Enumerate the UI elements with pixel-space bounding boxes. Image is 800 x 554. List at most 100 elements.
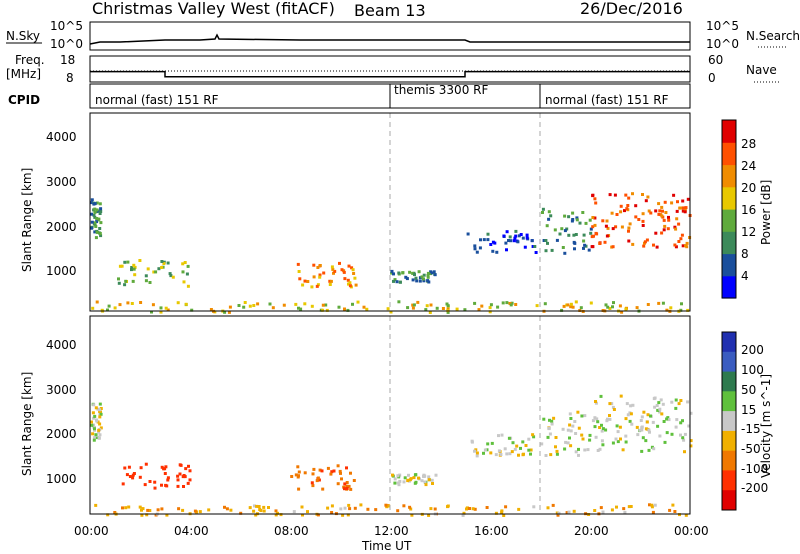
power-cell (411, 271, 415, 275)
power-cell (562, 304, 566, 308)
velocity-cell (429, 507, 433, 511)
velocity-cell (296, 475, 300, 479)
power-cell (445, 302, 449, 306)
power-cell (312, 263, 316, 267)
velocity-cell (345, 486, 349, 490)
velocity-cell (345, 484, 349, 488)
velocity-cell (627, 505, 631, 509)
power-cell (98, 227, 102, 230)
velocity-cell (668, 508, 672, 512)
power-cell (623, 209, 626, 213)
power-cell (685, 245, 689, 249)
velocity-cell (500, 509, 504, 513)
velocity-cell (555, 511, 559, 515)
velocity-cell (254, 513, 258, 517)
velocity-data (90, 394, 693, 517)
power-cell (670, 201, 674, 205)
velocity-cell (99, 412, 103, 416)
velocity-cell (402, 504, 406, 508)
cpid-label: CPID (8, 93, 40, 107)
velocity-cbar-swatch (722, 450, 736, 471)
velocity-cell (427, 478, 431, 482)
power-cell (683, 208, 687, 212)
velocity-cell (410, 513, 414, 517)
velocity-cell (98, 422, 102, 426)
velocity-cell (494, 511, 498, 515)
power-cell (93, 202, 97, 206)
power-cell (530, 239, 534, 243)
velocity-cell (143, 483, 147, 487)
velocity-cell (326, 466, 330, 470)
velocity-cell (608, 402, 612, 406)
velocity-cell (113, 511, 117, 514)
velocity-cbar-label: Velocity [m s^-1] (759, 374, 773, 478)
power-cell (350, 266, 354, 270)
freq-panel: Freq. [MHz] 18 8 60 0 Nave (6, 53, 780, 85)
velocity-cell (186, 481, 190, 485)
power-cell (473, 247, 477, 251)
power-cell (342, 269, 346, 273)
velocity-cell (661, 402, 665, 406)
velocity-cell (527, 437, 531, 441)
power-cell (565, 227, 569, 231)
velocity-cell (555, 452, 559, 456)
velocity-cell (611, 405, 615, 409)
power-cell (130, 268, 133, 272)
velocity-cell (318, 468, 322, 472)
power-cell (123, 283, 127, 287)
power-cell (97, 217, 101, 221)
power-cbar-label: Power [dB] (759, 180, 773, 245)
beam-label: Beam 13 (354, 1, 426, 20)
velocity-cell (262, 505, 266, 509)
power-cell (514, 234, 518, 238)
velocity-cell (92, 436, 96, 440)
date-label: 26/Dec/2016 (580, 0, 683, 18)
velocity-cell (326, 506, 330, 510)
power-cell (303, 302, 307, 306)
power-cell (418, 276, 422, 280)
power-cell (337, 305, 341, 309)
velocity-cell (248, 506, 252, 510)
power-cell (681, 244, 685, 248)
nsky-panel: N.Sky 10^5 10^0 10^5 10^0 N.Search (6, 19, 800, 51)
velocity-cell (502, 514, 506, 517)
power-cell (422, 277, 425, 281)
velocity-cell (656, 424, 660, 428)
velocity-cell (544, 454, 548, 457)
power-cell (356, 300, 360, 304)
velocity-cell (532, 435, 536, 439)
power-cell (673, 243, 677, 247)
velocity-cell (106, 513, 110, 517)
power-cell (593, 216, 597, 220)
velocity-cell (555, 449, 559, 453)
velocity-cell (225, 507, 229, 511)
power-cell (118, 264, 122, 268)
power-cell (113, 306, 117, 310)
velocity-cell (267, 506, 270, 509)
velocity-cell (177, 507, 181, 511)
velocity-cbar-swatch (722, 351, 736, 373)
velocity-cell (600, 439, 604, 443)
velocity-cell (336, 482, 340, 486)
power-cell (574, 233, 578, 236)
power-cell (321, 303, 325, 307)
power-cell (94, 225, 98, 228)
power-cell (533, 245, 537, 248)
velocity-cell (397, 483, 401, 487)
power-cell (386, 307, 390, 311)
velocity-cell (601, 427, 605, 431)
power-cell (390, 271, 394, 275)
freq-left-tick-top: 18 (60, 53, 75, 67)
power-cell (310, 285, 314, 289)
velocity-cell (255, 504, 259, 508)
power-cell (420, 275, 424, 279)
power-cell (558, 232, 562, 236)
velocity-cell (678, 513, 681, 517)
power-cell (348, 284, 352, 288)
power-cbar-swatch (722, 120, 736, 143)
velocity-cell (574, 450, 578, 454)
power-cell (605, 219, 609, 223)
velocity-cell (140, 508, 143, 512)
power-cell (601, 219, 605, 223)
velocity-cell (638, 428, 642, 432)
